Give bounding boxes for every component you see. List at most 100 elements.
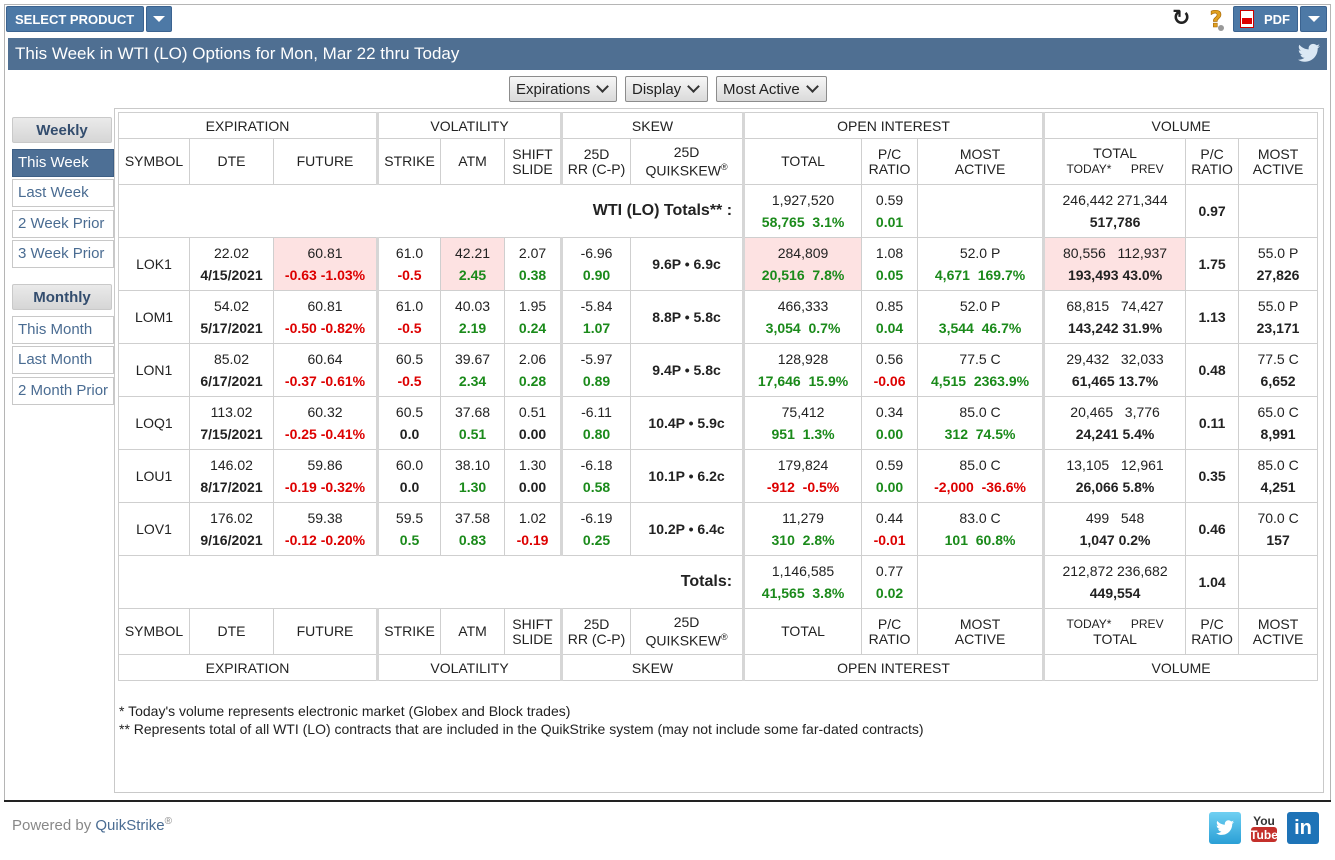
- volume-total: 26,066: [1075, 479, 1119, 495]
- expirations-label: Expirations: [516, 80, 591, 98]
- sidebar-item-2-month-prior[interactable]: 2 Month Prior: [12, 377, 114, 405]
- rr-value: -6.19: [580, 510, 613, 526]
- youtube-icon[interactable]: You Tube: [1248, 812, 1280, 844]
- future-cell: 59.86 -0.19 -0.32%: [272, 449, 380, 503]
- rr-cell: -6.11 0.80: [561, 396, 632, 450]
- oi-cell: 75,412 951 1.3%: [743, 396, 863, 450]
- svg-text:You: You: [1253, 814, 1275, 828]
- chevron-down-icon: [805, 80, 819, 93]
- help-icon[interactable]: ?: [1203, 6, 1229, 33]
- oi-pct: 15.9%: [808, 373, 849, 389]
- sidebar-item-last-month[interactable]: Last Month: [12, 346, 114, 374]
- oi-pc-value: 0.59: [875, 457, 904, 473]
- shift-value: 2.07: [518, 245, 547, 261]
- atm-change: 0.51: [458, 426, 487, 442]
- col-atm-footer: ATM: [440, 608, 506, 655]
- sidebar-item-3-week-prior[interactable]: 3 Week Prior: [12, 240, 114, 268]
- rr-cell: -6.18 0.58: [561, 449, 632, 503]
- table-row: LON1 85.02 6/17/2021 60.64 -0.37 -0.61% 60.5 -…: [118, 343, 1319, 397]
- col-oi-total-footer: TOTAL: [743, 608, 863, 655]
- future-pct: -0.82%: [320, 320, 366, 336]
- strike-cell: 60.5 0.0: [377, 396, 442, 450]
- summary-oi-pct: 3.1%: [812, 214, 845, 230]
- sidebar-item-this-week[interactable]: This Week: [12, 149, 114, 177]
- oi-most-active-strike: 85.0 C: [959, 457, 1001, 473]
- oi-value: 284,809: [777, 245, 829, 261]
- quikskew-cell: 10.2P • 6.4c: [630, 502, 746, 556]
- most-active-dropdown[interactable]: Most Active: [716, 76, 827, 102]
- shift-value: 1.30: [518, 457, 547, 473]
- col-dte: DTE: [189, 138, 274, 185]
- volume-most-active-strike: 77.5 C: [1257, 351, 1299, 367]
- summary-oi-total: 1,927,520: [771, 192, 835, 208]
- atm-value: 37.58: [455, 510, 491, 526]
- oi-cell: 179,824 -912 -0.5%: [743, 449, 863, 503]
- totals-vol-most-active: [1238, 555, 1319, 609]
- oi-most-active-cell: 85.0 C 312 74.5%: [917, 396, 1046, 450]
- volume-cell: 29,432 32,033 61,465 13.7%: [1043, 343, 1187, 397]
- group-volatility: VOLATILITY: [377, 112, 564, 139]
- dte-cell: 54.02 5/17/2021: [189, 290, 274, 344]
- future-cell: 60.81 -0.63 -1.03%: [272, 237, 380, 291]
- col-pc-label-1: P/C: [1200, 615, 1224, 632]
- oi-pc-cell: 0.59 0.00: [861, 449, 919, 503]
- pdf-button[interactable]: PDF: [1233, 6, 1298, 32]
- refresh-icon[interactable]: ↻: [1172, 5, 1191, 30]
- dte-value: 22.02: [213, 245, 250, 261]
- sidebar-item-2-week-prior[interactable]: 2 Week Prior: [12, 210, 114, 238]
- volume-pc-cell: 1.75: [1185, 237, 1240, 291]
- linkedin-icon[interactable]: in: [1287, 812, 1319, 844]
- shift-slide-cell: 1.95 0.24: [504, 290, 564, 344]
- strike-shift: 0.5: [399, 532, 420, 548]
- future-change: -0.37: [284, 373, 317, 389]
- summary-pc-value: 0.59: [875, 192, 904, 208]
- volume-prev: 12,961: [1120, 457, 1164, 473]
- strike-cell: 60.0 0.0: [377, 449, 442, 503]
- oi-pct: 2.8%: [802, 532, 835, 548]
- shift-value: 1.02: [518, 510, 547, 526]
- shift-slide-cell: 1.02 -0.19: [504, 502, 564, 556]
- col-oi-pc-ratio: P/C RATIO: [861, 138, 919, 185]
- atm-cell: 38.10 1.30: [440, 449, 506, 503]
- oi-cell: 128,928 17,646 15.9%: [743, 343, 863, 397]
- oi-most-active-strike: 85.0 C: [959, 404, 1001, 420]
- volume-pct: 0.2%: [1118, 532, 1151, 548]
- display-dropdown[interactable]: Display: [625, 76, 708, 102]
- rr-cell: -5.97 0.89: [561, 343, 632, 397]
- strike-shift: 0.0: [399, 479, 420, 495]
- options-table: EXPIRATION VOLATILITY SKEW OPEN INTEREST…: [117, 112, 1319, 681]
- rr-cell: -6.96 0.90: [561, 237, 632, 291]
- col-ma-label-2: ACTIVE: [1252, 630, 1304, 647]
- select-product-button[interactable]: SELECT PRODUCT: [6, 6, 144, 32]
- expirations-dropdown[interactable]: Expirations: [509, 76, 617, 102]
- future-change: -0.19: [284, 479, 317, 495]
- atm-cell: 42.21 2.45: [440, 237, 506, 291]
- quikskew-cell: 8.8P • 5.8c: [630, 290, 746, 344]
- rr-change: 0.89: [582, 373, 611, 389]
- registered-mark: ®: [164, 816, 172, 827]
- atm-change: 2.19: [458, 320, 487, 336]
- col-strike-footer: STRIKE: [377, 608, 442, 655]
- atm-cell: 40.03 2.19: [440, 290, 506, 344]
- twitter-icon[interactable]: [1297, 43, 1321, 65]
- summary-vol-prev: 271,344: [1117, 192, 1168, 208]
- pdf-dropdown-button[interactable]: [1300, 6, 1327, 32]
- volume-most-active-cell: 85.0 C 4,251: [1238, 449, 1319, 503]
- dte-value: 54.02: [213, 298, 250, 314]
- quikstrike-link[interactable]: QuikStrike: [95, 817, 165, 834]
- future-value: 60.81: [307, 245, 343, 261]
- col-prev-label: PREV: [1130, 162, 1164, 176]
- oi-cell: 466,333 3,054 0.7%: [743, 290, 863, 344]
- oi-cell: 284,809 20,516 7.8%: [743, 237, 863, 291]
- sidebar-item-last-week[interactable]: Last Week: [12, 179, 114, 207]
- oi-change: 3,054: [765, 320, 801, 336]
- oi-pc-value: 1.08: [875, 245, 904, 261]
- select-product-dropdown-button[interactable]: [146, 6, 172, 32]
- volume-most-active-strike: 70.0 C: [1257, 510, 1299, 526]
- expiration-date: 4/15/2021: [200, 267, 263, 283]
- totals-row: Totals: 1,146,585 41,565 3.8% 0.77 0.02 21…: [117, 555, 1319, 609]
- totals-oi-pct: 3.8%: [812, 585, 845, 601]
- sidebar-item-this-month[interactable]: This Month: [12, 316, 114, 344]
- col-future: FUTURE: [272, 138, 380, 185]
- twitter-icon[interactable]: [1209, 812, 1241, 844]
